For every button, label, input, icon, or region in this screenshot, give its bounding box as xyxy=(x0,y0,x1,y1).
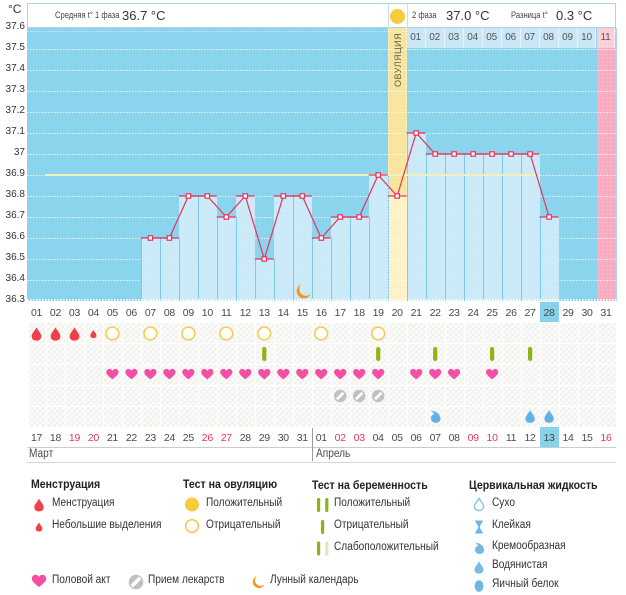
svg-text:ОВУЛЯЦИЯ: ОВУЛЯЦИЯ xyxy=(393,33,403,87)
